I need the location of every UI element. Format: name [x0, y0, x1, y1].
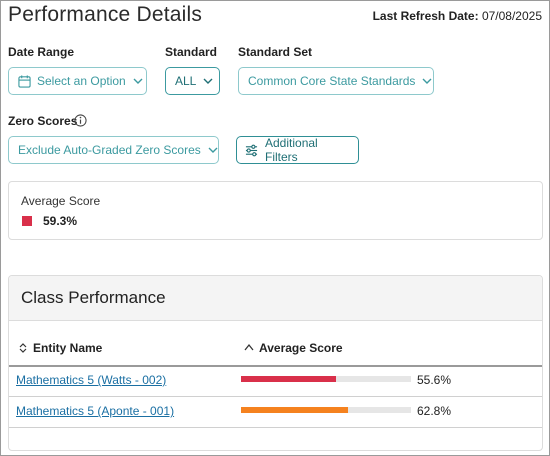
- chevron-down-icon: [133, 78, 143, 84]
- score-value: 55.6%: [417, 373, 452, 387]
- last-refresh: Last Refresh Date: 07/08/2025: [373, 9, 542, 23]
- class-performance-card: Class Performance Entity Name Average Sc…: [8, 275, 543, 451]
- chevron-down-icon: [422, 78, 432, 84]
- date-range-select[interactable]: Select an Option: [8, 67, 147, 95]
- row-divider: [9, 396, 542, 397]
- info-icon[interactable]: [74, 114, 87, 127]
- score-bar-fill: [241, 376, 336, 382]
- average-score-card: Average Score 59.3%: [8, 181, 543, 240]
- zero-scores-select[interactable]: Exclude Auto-Graded Zero Scores: [8, 136, 219, 164]
- sliders-icon: [245, 144, 258, 156]
- column-header-entity-label: Entity Name: [33, 341, 103, 355]
- refresh-date: 07/08/2025: [481, 9, 542, 23]
- additional-filters-button[interactable]: Additional Filters: [236, 136, 359, 164]
- additional-filters-label: Additional Filters: [265, 136, 318, 164]
- refresh-label: Last Refresh Date:: [372, 9, 479, 23]
- score-value: 62.8%: [417, 404, 452, 418]
- score-bar-track: [241, 376, 411, 382]
- page-title: Performance Details: [8, 3, 203, 26]
- standard-label: Standard: [165, 45, 218, 59]
- column-header-entity[interactable]: Entity Name: [18, 341, 102, 355]
- average-score-swatch: [22, 216, 32, 226]
- column-header-average-label: Average Score: [259, 341, 343, 355]
- score-bar-track: [241, 407, 411, 413]
- zero-scores-value: Exclude Auto-Graded Zero Scores: [18, 143, 201, 157]
- class-performance-header: Class Performance: [9, 276, 542, 321]
- column-header-average[interactable]: Average Score: [244, 341, 343, 355]
- standard-set-value: Common Core State Standards: [248, 74, 416, 88]
- standard-value: ALL: [175, 74, 197, 88]
- sort-ascending-icon: [244, 343, 254, 351]
- standard-set-label: Standard Set: [238, 45, 313, 59]
- standard-set-select[interactable]: Common Core State Standards: [238, 67, 434, 95]
- average-score-value: 59.3%: [43, 214, 78, 228]
- chevron-down-icon: [203, 78, 213, 84]
- date-range-label: Date Range: [8, 45, 75, 59]
- score-bar-fill: [241, 407, 348, 413]
- date-range-value: Select an Option: [37, 74, 126, 88]
- chevron-down-icon: [208, 147, 218, 153]
- row-divider: [9, 427, 542, 428]
- header-divider: [9, 365, 542, 367]
- entity-link[interactable]: Mathematics 5 (Watts - 002): [16, 373, 167, 387]
- average-score-title: Average Score: [21, 194, 101, 208]
- sort-both-icon: [19, 343, 27, 353]
- calendar-icon: [18, 74, 31, 88]
- entity-link[interactable]: Mathematics 5 (Aponte - 001): [16, 404, 175, 418]
- class-performance-title: Class Performance: [21, 288, 166, 307]
- standard-select[interactable]: ALL: [165, 67, 220, 95]
- zero-scores-label: Zero Scores: [8, 114, 78, 128]
